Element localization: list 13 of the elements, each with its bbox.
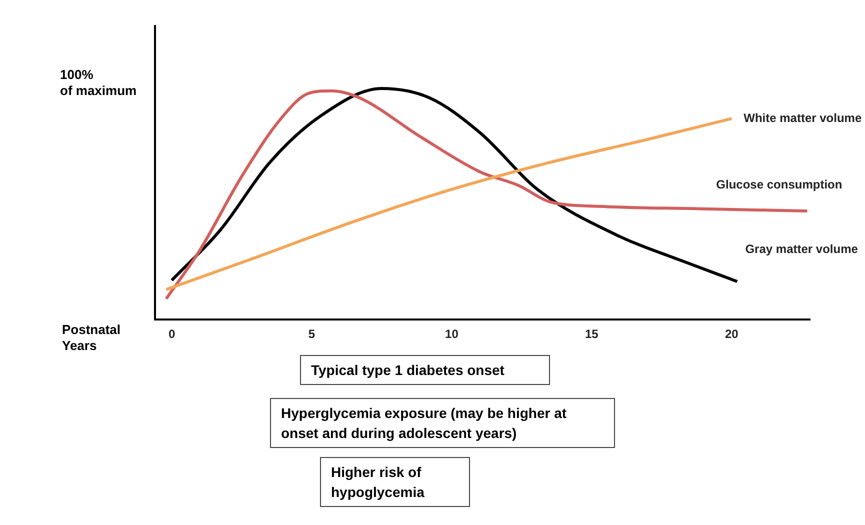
text: Higher risk of hypoglycemia xyxy=(320,457,470,507)
x-axis-title: Postnatal Years xyxy=(62,322,121,354)
x-tick-label: 10 xyxy=(445,327,459,342)
text: Typical type 1 diabetes onset xyxy=(300,355,550,385)
x-tick-label: 0 xyxy=(168,327,176,342)
text: Gray matter volume xyxy=(745,242,858,256)
x-tick-label: 5 xyxy=(308,327,316,342)
series-label: Glucose consumption xyxy=(716,177,842,192)
x-tick-label: 15 xyxy=(584,327,599,342)
series-label: White matter volume xyxy=(744,110,862,125)
x-tick-label: 20 xyxy=(724,327,739,342)
y-axis-title: 100% of maximum xyxy=(60,66,137,99)
text: Hyperglycemia exposure (may be higher at onset and during adolescent years) xyxy=(270,398,615,448)
